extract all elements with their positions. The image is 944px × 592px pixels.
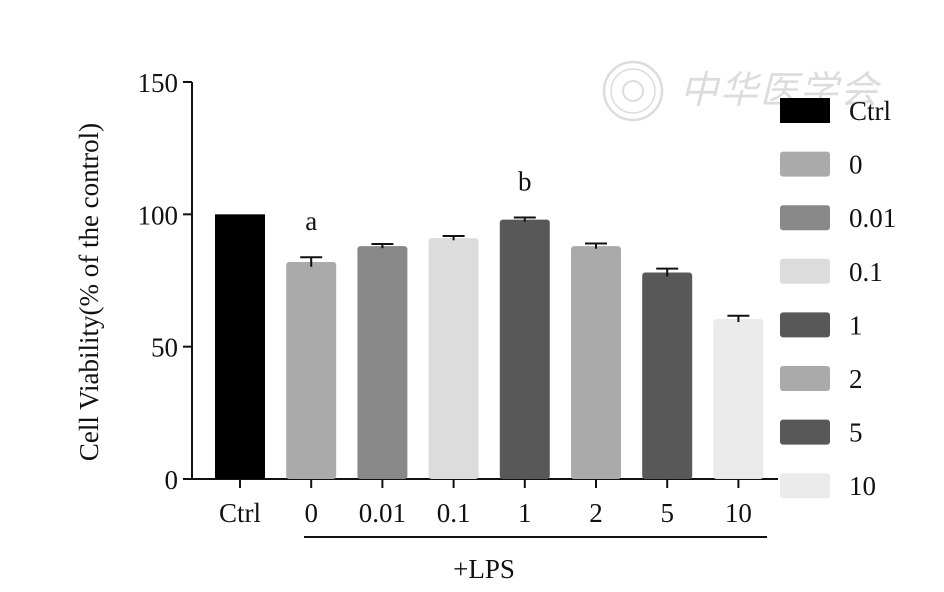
x-tick-label: 0.01 xyxy=(359,498,406,528)
legend-label: 1 xyxy=(849,310,863,340)
y-tick-label: 50 xyxy=(151,333,178,363)
bar xyxy=(713,318,764,479)
x-tick-label: 1 xyxy=(518,498,532,528)
y-axis-label: Cell Viability(% of the control) xyxy=(74,123,104,461)
bar xyxy=(286,261,337,479)
legend-swatch xyxy=(780,205,830,231)
x-tick-label: 0 xyxy=(304,498,318,528)
significance-label: a xyxy=(305,206,317,236)
x-tick-label: 10 xyxy=(725,498,752,528)
bar xyxy=(571,246,621,479)
legend-label: 5 xyxy=(849,418,863,448)
x-tick-label: 2 xyxy=(589,498,603,528)
legend: Ctrl 0 0.01 0.1 1 2 5 10 xyxy=(780,96,896,501)
legend-label: 0.01 xyxy=(849,203,896,233)
legend-swatch xyxy=(780,473,830,499)
legend-label: Ctrl xyxy=(849,96,891,126)
legend-swatch xyxy=(780,366,830,391)
legend-label: 0 xyxy=(849,150,863,180)
legend-label: 2 xyxy=(849,364,863,394)
x-tick-label: 0.1 xyxy=(437,498,471,528)
x-tick-label: 5 xyxy=(660,498,674,528)
legend-swatch xyxy=(780,151,830,177)
bar xyxy=(428,238,479,479)
legend-swatch xyxy=(780,98,830,123)
lps-group-label: +LPS xyxy=(453,554,515,584)
legend-swatch xyxy=(780,419,830,445)
y-tick-label: 100 xyxy=(138,200,179,230)
y-tick-label: 150 xyxy=(138,68,179,98)
bar xyxy=(215,214,265,480)
legend-label: 10 xyxy=(849,471,876,501)
bar xyxy=(499,219,550,480)
x-tick-label: Ctrl xyxy=(219,498,261,528)
legend-swatch xyxy=(780,258,830,284)
y-tick-label: 0 xyxy=(165,465,179,495)
watermark-logo: 中华医学会 xyxy=(602,60,880,122)
legend-swatch xyxy=(780,312,830,338)
legend-label: 0.1 xyxy=(849,257,883,287)
significance-label: b xyxy=(518,167,532,197)
bar xyxy=(357,246,408,479)
bar xyxy=(642,272,693,479)
